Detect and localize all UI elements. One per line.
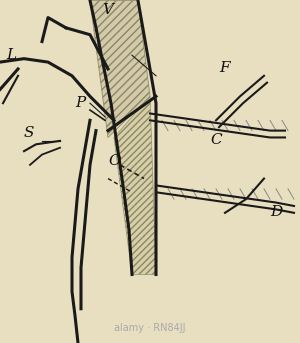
Text: alamy · RN84JJ: alamy · RN84JJ: [114, 323, 186, 333]
Text: P: P: [75, 96, 85, 110]
Polygon shape: [114, 96, 156, 274]
Text: L: L: [6, 48, 16, 62]
Text: S: S: [24, 127, 34, 141]
Text: V: V: [102, 3, 113, 17]
Text: O: O: [108, 154, 121, 168]
Text: C: C: [210, 133, 222, 147]
Text: F: F: [219, 61, 230, 75]
Polygon shape: [90, 0, 150, 138]
Text: D: D: [270, 205, 282, 219]
